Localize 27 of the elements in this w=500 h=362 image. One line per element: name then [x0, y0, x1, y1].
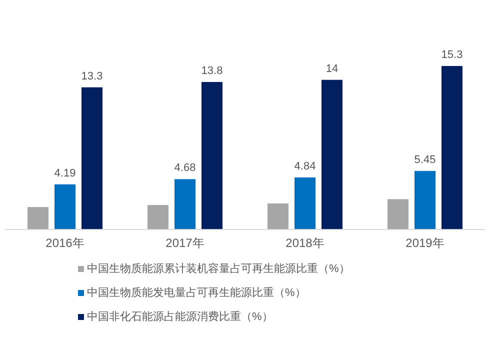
- bar: [202, 82, 222, 229]
- legend-label: 中国生物质能源累计装机容量占可再生能源比重（%）: [87, 262, 350, 275]
- data-label: 4.19: [54, 167, 76, 180]
- data-label: 5.45: [414, 154, 436, 166]
- bar: [388, 199, 408, 229]
- bar: [442, 66, 462, 229]
- bar: [82, 87, 102, 229]
- legend-label: 中国非化石能源占能源消费比重（%）: [87, 310, 273, 323]
- bar: [174, 179, 196, 229]
- legend-label: 中国生物质能发电量占可再生能源比重（%）: [87, 286, 306, 299]
- data-label: 15.3: [441, 49, 463, 61]
- bar: [54, 184, 76, 229]
- data-label: 4.68: [174, 162, 196, 174]
- bar: [28, 207, 48, 229]
- bar: [148, 205, 168, 229]
- x-tick-label: 2018年: [286, 236, 324, 250]
- data-label: 13.8: [201, 64, 223, 77]
- data-label: 13.3: [81, 70, 103, 82]
- bar: [322, 80, 342, 229]
- x-tick-label: 2019年: [406, 236, 444, 250]
- x-tick-label: 2017年: [166, 236, 204, 250]
- data-label: 14: [326, 62, 338, 75]
- bar: [294, 177, 316, 229]
- bar: [414, 170, 436, 229]
- x-tick-label: 2016年: [46, 236, 84, 250]
- data-label: 4.84: [294, 160, 316, 172]
- bar: [268, 203, 288, 229]
